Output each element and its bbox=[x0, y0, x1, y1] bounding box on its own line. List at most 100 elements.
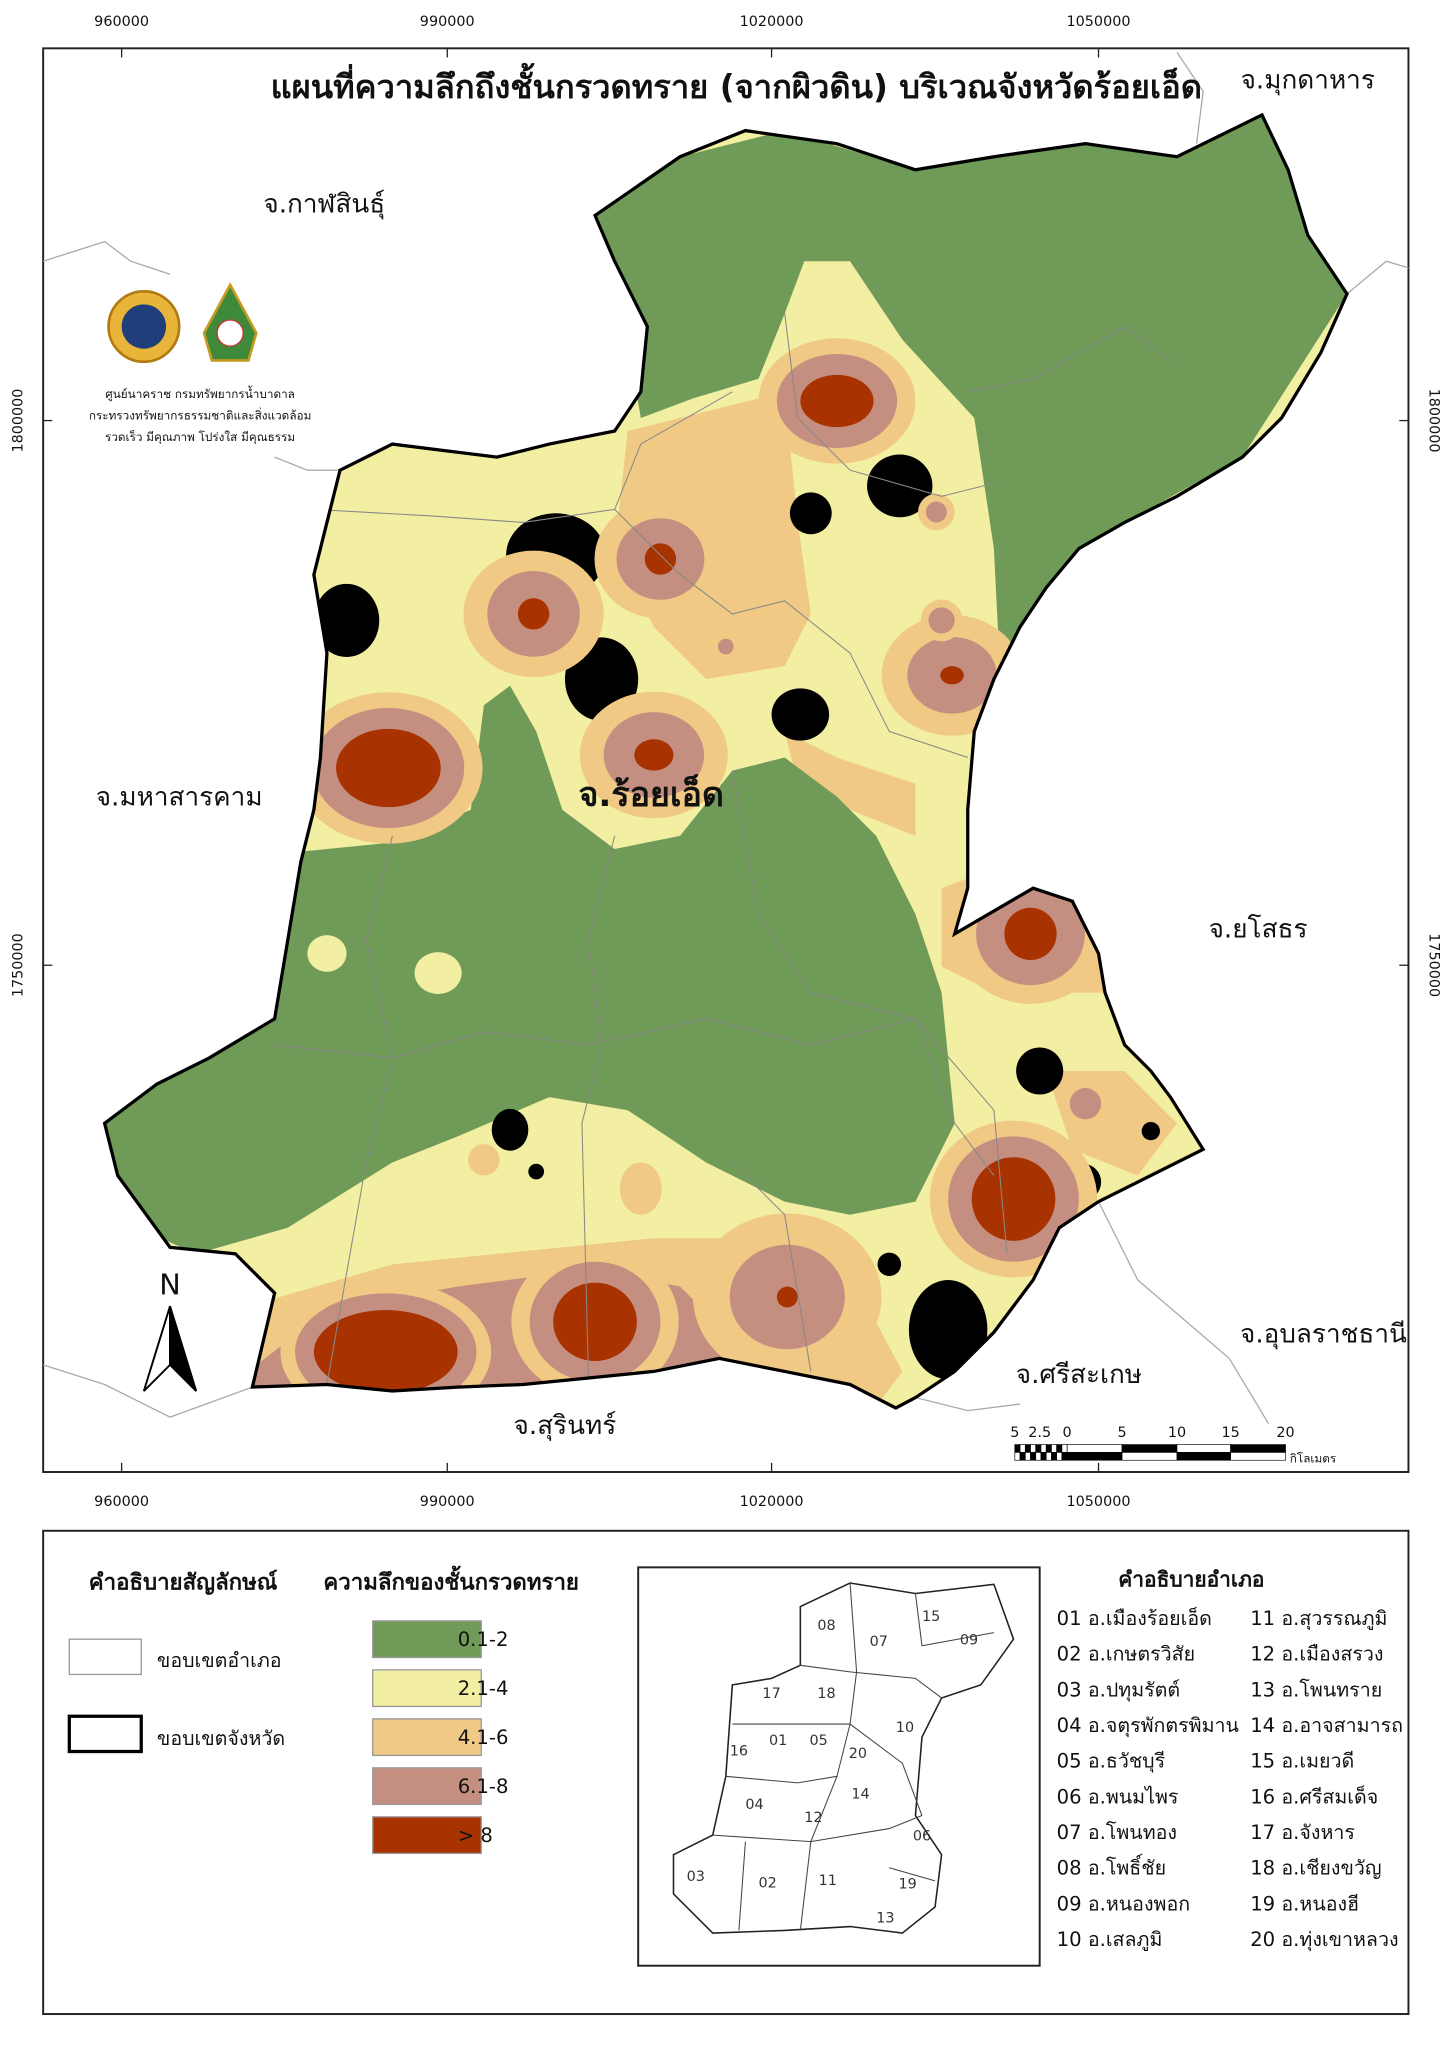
inset-number: 14 bbox=[851, 1787, 869, 1803]
district-name: 07 อ.โพนทอง bbox=[1057, 1821, 1177, 1844]
depth-zone bbox=[1016, 1047, 1064, 1095]
inset-number: 12 bbox=[804, 1810, 822, 1826]
district-line bbox=[731, 770, 1008, 1254]
inset-number: 04 bbox=[745, 1797, 763, 1813]
depth-zone bbox=[928, 607, 955, 634]
inset-line bbox=[725, 1775, 838, 1784]
coordinate-label: 1020000 bbox=[740, 1494, 804, 1510]
depth-zone bbox=[877, 1252, 902, 1277]
district-line bbox=[581, 835, 616, 1378]
district-name: 14 อ.อาจสามารถ bbox=[1250, 1714, 1403, 1737]
depth-zone bbox=[644, 543, 677, 575]
district-line bbox=[784, 313, 995, 497]
district-name: 19 อ.หนองฮี bbox=[1250, 1892, 1359, 1915]
inset-number: 18 bbox=[817, 1686, 835, 1702]
inset-line bbox=[738, 1841, 746, 1931]
depth-zone bbox=[867, 454, 933, 518]
coordinate-label: 1020000 bbox=[740, 14, 804, 30]
scale-segment bbox=[1051, 1444, 1057, 1453]
inset-line bbox=[712, 1815, 923, 1843]
coordinate-label: 960000 bbox=[94, 1494, 149, 1510]
inset-number: 15 bbox=[922, 1609, 940, 1625]
coordinate-label: 960000 bbox=[94, 14, 149, 30]
district-name: 10 อ.เสลภูมิ bbox=[1057, 1928, 1163, 1952]
inset-number: 17 bbox=[762, 1686, 780, 1702]
depth-zone bbox=[971, 1157, 1056, 1241]
depth-zone bbox=[528, 1163, 545, 1180]
scale-segment bbox=[1040, 1444, 1047, 1453]
province-name: จ.กาฬสินธุ์ bbox=[263, 190, 385, 220]
outer-boundaries bbox=[42, 51, 1409, 1425]
legend-swatch bbox=[372, 1718, 482, 1757]
district-name: 12 อ.เมืองสรวง bbox=[1250, 1643, 1383, 1666]
scale-segment bbox=[1030, 1452, 1037, 1461]
scale-bar: 5 2.5 0 5 10 15 20 กิโลเมตร bbox=[1010, 1425, 1336, 1466]
inset-line bbox=[732, 1723, 923, 1816]
district-name: 05 อ.ธวัชบุรี bbox=[1057, 1750, 1165, 1774]
scale-label: 10 bbox=[1168, 1425, 1186, 1441]
boundary-line bbox=[42, 1364, 253, 1418]
legend-swatch bbox=[372, 1767, 482, 1806]
scale-segment bbox=[1176, 1452, 1231, 1461]
province-name: จ.ศรีสะเกษ bbox=[1016, 1360, 1142, 1390]
inset-number: 11 bbox=[819, 1873, 837, 1889]
scale-segment bbox=[1056, 1444, 1063, 1453]
district-name: 06 อ.พนมไพร bbox=[1057, 1785, 1179, 1808]
scale-segment bbox=[1121, 1444, 1178, 1453]
boundary-line bbox=[1097, 1201, 1270, 1425]
north-arrow: N bbox=[142, 1268, 198, 1392]
inset-line bbox=[800, 1664, 942, 1699]
scale-label: 0 bbox=[1063, 1425, 1072, 1441]
depth-zone bbox=[925, 501, 947, 523]
scale-segment bbox=[1066, 1452, 1123, 1461]
depth-zone bbox=[908, 1280, 988, 1380]
district-name: 01 อ.เมืองร้อยเอ็ด bbox=[1057, 1606, 1212, 1630]
coordinate-label: 990000 bbox=[420, 14, 475, 30]
scale-label: 5 bbox=[1010, 1425, 1019, 1441]
scale-segment bbox=[1040, 1452, 1047, 1461]
depth-zone bbox=[771, 688, 830, 741]
north-label: N bbox=[159, 1268, 181, 1302]
depth-zone bbox=[619, 1162, 662, 1215]
scale-segment bbox=[1051, 1452, 1057, 1461]
scale-label: 15 bbox=[1221, 1425, 1239, 1441]
coordinate-label: 1750000 bbox=[1425, 933, 1441, 997]
scale-segment bbox=[1176, 1444, 1231, 1453]
depth-zone bbox=[776, 1286, 798, 1308]
district-name: 08 อ.โพธิ์ชัย bbox=[1057, 1854, 1166, 1880]
scale-segment bbox=[1030, 1444, 1037, 1453]
province-boundary-swatch bbox=[67, 1714, 143, 1754]
inset-line bbox=[799, 1582, 858, 1931]
depth-zone bbox=[468, 1144, 500, 1176]
district-line bbox=[731, 1162, 812, 1372]
district-name: 17 อ.จังหาร bbox=[1250, 1821, 1355, 1844]
inset-number: 03 bbox=[687, 1869, 705, 1885]
scale-segment bbox=[1061, 1452, 1068, 1461]
scale-label: 2.5 bbox=[1028, 1425, 1051, 1441]
map-title: แผนที่ความลึกถึงชั้นกรวดทราย (จากผิวดิน)… bbox=[271, 62, 1202, 106]
agency-text: กระทรวงทรัพยากรธรรมชาติและสิ่งแวดล้อม bbox=[89, 408, 312, 423]
depth-zone bbox=[313, 583, 380, 657]
inset-number: 08 bbox=[817, 1618, 835, 1634]
depth-zone bbox=[1141, 1121, 1160, 1141]
coordinate-label: 1800000 bbox=[1425, 389, 1441, 453]
depth-zone bbox=[313, 1310, 458, 1394]
agency-text: ศูนย์นาคราช กรมทรัพยากรน้ำบาดาล bbox=[105, 385, 295, 402]
arrow-half bbox=[169, 1305, 198, 1392]
scale-segment bbox=[1035, 1444, 1042, 1453]
logo bbox=[216, 319, 244, 347]
legend-label: 6.1-8 bbox=[458, 1775, 509, 1798]
scale-segment bbox=[1019, 1444, 1026, 1453]
legend-item: ขอบเขตอำเภอ bbox=[157, 1649, 282, 1672]
scale-label: 20 bbox=[1276, 1425, 1294, 1441]
district-line bbox=[914, 1018, 995, 1176]
inset-number: 01 bbox=[769, 1733, 787, 1749]
depth-title: ความลึกของชั้นกรวดทราย bbox=[323, 1565, 579, 1596]
depth-zone bbox=[717, 638, 734, 655]
depth-zone bbox=[336, 728, 441, 808]
scale-unit: กิโลเมตร bbox=[1290, 1451, 1336, 1465]
depth-zone bbox=[940, 666, 964, 685]
depth-zone bbox=[789, 492, 832, 535]
scale-segment bbox=[1121, 1452, 1178, 1461]
